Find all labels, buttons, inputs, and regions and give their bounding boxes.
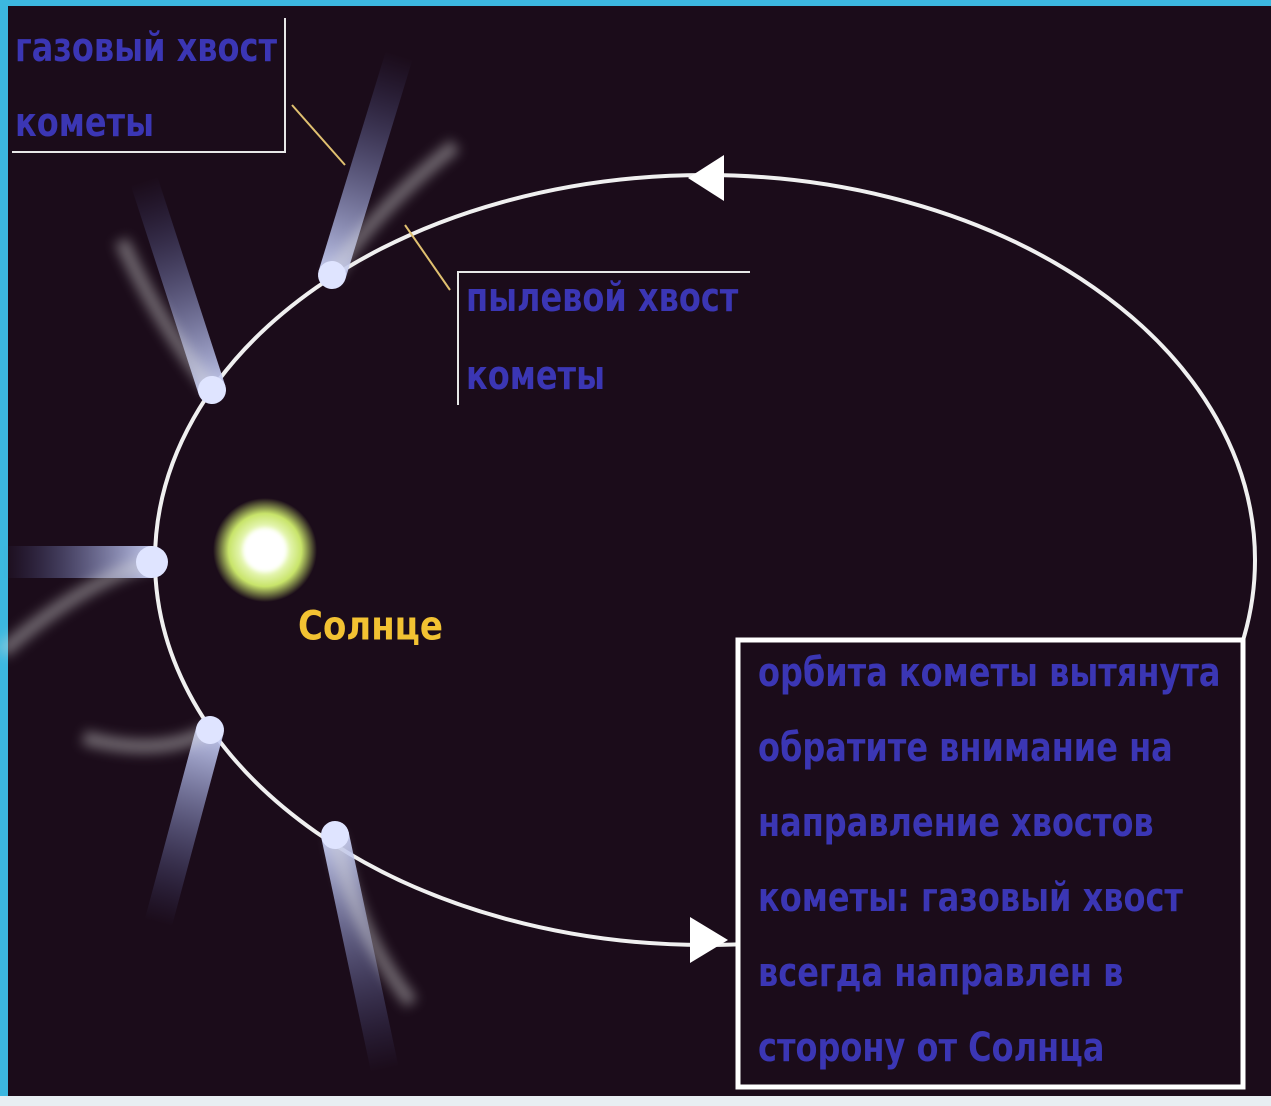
note-line: обратите внимание на bbox=[758, 723, 1173, 770]
frame-top bbox=[0, 0, 1271, 6]
frame-bottom bbox=[0, 1096, 1271, 1106]
sun-label-group: Солнце bbox=[298, 603, 443, 649]
label-line: газовый хвост bbox=[15, 23, 277, 70]
page: {"gas_tail_label": {"lines": ["газовый х… bbox=[0, 0, 1271, 1106]
label-line: кометы bbox=[15, 98, 154, 145]
note-box bbox=[738, 640, 1243, 1087]
diagram: газовый хвост кометы пылевой хвост комет… bbox=[0, 0, 1271, 1106]
note-line: сторону от Солнца bbox=[758, 1023, 1104, 1070]
note-line: всегда направлен в bbox=[758, 948, 1123, 995]
comet-head bbox=[136, 546, 168, 578]
note-line: кометы: газовый хвост bbox=[758, 873, 1183, 920]
note-line: орбита кометы вытянута bbox=[758, 648, 1220, 695]
label-line: кометы bbox=[466, 351, 605, 398]
sun-label: Солнце bbox=[298, 603, 443, 649]
label-line: пылевой хвост bbox=[466, 273, 738, 320]
sun-core bbox=[243, 528, 287, 572]
note-line: направление хвостов bbox=[758, 798, 1154, 845]
